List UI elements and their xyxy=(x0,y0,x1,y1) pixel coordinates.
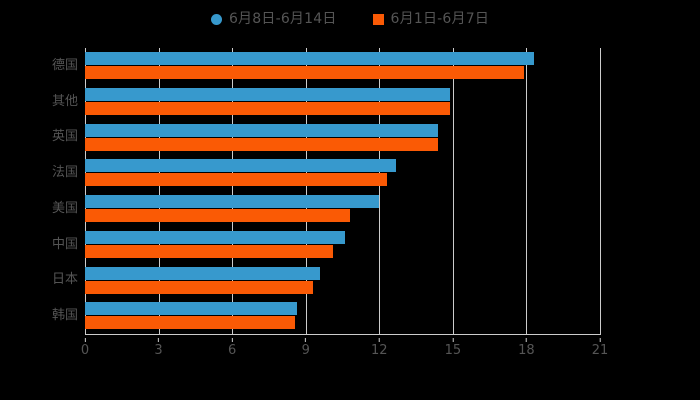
bar-group xyxy=(85,120,600,156)
gridline-9 xyxy=(305,48,307,334)
legend-item-series-1[interactable]: 6月1日-6月7日 xyxy=(372,11,490,27)
legend-label-series-0: 6月8日-6月14日 xyxy=(228,11,337,27)
bar[interactable] xyxy=(85,173,387,187)
x-axis-tick-mark xyxy=(452,338,454,342)
x-axis-tick: 12 xyxy=(371,338,388,357)
bar[interactable] xyxy=(85,266,321,280)
y-axis-tick-label: 韩国 xyxy=(51,308,78,324)
chart-legend: 6月8日-6月14日 6月1日-6月7日 xyxy=(0,6,700,32)
x-axis-tick-mark xyxy=(305,338,307,342)
y-axis-tick-label: 美国 xyxy=(51,200,78,216)
gridline-15 xyxy=(452,48,454,334)
legend-square-marker-icon xyxy=(372,13,384,25)
bar[interactable] xyxy=(85,195,380,208)
bar[interactable] xyxy=(85,66,524,79)
x-axis-tick: 3 xyxy=(154,338,163,358)
x-axis-tick: 0 xyxy=(81,338,89,357)
gridline-21 xyxy=(600,48,601,334)
bar[interactable] xyxy=(85,87,451,101)
legend-circle-marker-icon xyxy=(210,13,222,25)
bar[interactable] xyxy=(85,316,295,330)
y-axis-tick-label: 英国 xyxy=(51,129,78,145)
bar-group xyxy=(85,227,600,263)
x-axis-tick: 18 xyxy=(518,338,535,357)
x-axis-tick-mark xyxy=(525,338,527,342)
bar-group xyxy=(85,263,600,299)
bar[interactable] xyxy=(85,101,451,115)
x-axis-tick: 9 xyxy=(302,338,310,357)
legend-label-series-1: 6月1日-6月7日 xyxy=(390,11,490,27)
legend-item-series-0[interactable]: 6月8日-6月14日 xyxy=(210,11,337,27)
gridline-18 xyxy=(526,48,528,334)
x-axis-tick-label: 12 xyxy=(371,343,388,358)
x-axis-tick-mark xyxy=(84,338,86,342)
bar[interactable] xyxy=(85,123,439,137)
y-axis-tick-label: 德国 xyxy=(51,57,78,73)
bar[interactable] xyxy=(85,137,439,151)
bar-group xyxy=(85,48,600,84)
plot-area xyxy=(85,48,601,334)
x-axis-tick: 21 xyxy=(591,338,609,358)
x-axis-line xyxy=(85,334,601,335)
x-axis-tick-mark xyxy=(378,338,380,342)
bar-group xyxy=(85,298,600,334)
x-axis-tick-label: 15 xyxy=(444,343,462,358)
gridline-6 xyxy=(232,48,234,334)
y-axis-labels: 德国其他英国法国美国中国日本韩国 xyxy=(0,48,78,334)
x-axis-tick-label: 6 xyxy=(228,343,237,358)
x-axis-tick: 15 xyxy=(444,338,462,358)
x-axis-tick-label: 21 xyxy=(591,343,609,358)
x-axis-tick-mark xyxy=(158,338,160,342)
x-axis-tick-label: 9 xyxy=(301,343,310,358)
bar-group xyxy=(85,84,600,120)
y-axis-tick-label: 日本 xyxy=(51,272,78,288)
y-axis-tick-label: 中国 xyxy=(51,236,78,252)
bar[interactable] xyxy=(85,230,345,244)
bar-group xyxy=(85,191,600,227)
x-axis-tick-mark xyxy=(231,338,233,342)
x-axis-tick: 6 xyxy=(228,338,236,357)
x-axis-tick-label: 0 xyxy=(80,343,90,358)
x-axis-tick-label: 18 xyxy=(518,343,535,358)
y-axis-tick-label: 其他 xyxy=(51,93,78,109)
x-axis-tick-label: 3 xyxy=(154,343,163,358)
y-axis-tick-label: 法国 xyxy=(51,165,78,181)
bar[interactable] xyxy=(85,52,534,65)
gridline-12 xyxy=(379,48,381,334)
bar[interactable] xyxy=(85,302,298,316)
y-axis-line xyxy=(85,48,86,334)
x-axis-tick-mark xyxy=(599,338,601,342)
gridline-3 xyxy=(158,48,160,334)
bar[interactable] xyxy=(85,244,333,258)
bar[interactable] xyxy=(85,209,350,222)
x-axis-labels: 0 3 6 9 12 15 18 21 xyxy=(81,338,608,360)
bar[interactable] xyxy=(85,280,314,294)
bar-group xyxy=(85,155,600,191)
bar[interactable] xyxy=(85,159,397,173)
